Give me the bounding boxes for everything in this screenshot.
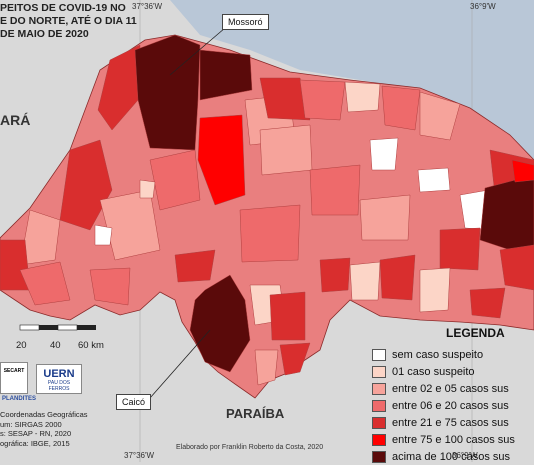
uern-logo-subtext: PAU DOS FERROS (47, 380, 71, 392)
municipality (197, 114, 246, 206)
callout-caico: Caicó (116, 394, 152, 410)
legend-swatch (372, 416, 386, 429)
municipality (259, 124, 313, 176)
credit-line: ográfica: IBGE, 2015 (0, 438, 70, 448)
legend-label: acima de 100 casos sus (392, 450, 511, 463)
municipality-caico (189, 274, 251, 373)
neighbor-state-paraiba: PARAÍBA (226, 406, 285, 421)
credit-line: um: SIRGAS 2000 (0, 419, 62, 429)
legend-item: entre 06 e 20 casos sus (372, 397, 534, 414)
leader-line-mossoro (169, 27, 226, 76)
municipality (199, 49, 253, 101)
callout-mossoro: Mossoró (222, 14, 269, 30)
municipality (499, 244, 534, 291)
title-line: E DO NORTE, ATÉ O DIA 11 (0, 15, 137, 27)
municipality (94, 224, 113, 246)
municipality (469, 287, 506, 319)
title-line: DE MAIO DE 2020 (0, 28, 89, 40)
municipality (349, 261, 381, 301)
legend-item: entre 75 e 100 casos sus (372, 431, 534, 448)
legend-swatch (372, 382, 386, 395)
municipality (359, 194, 411, 241)
secart-logo-text: SECART (3, 368, 25, 374)
legend-item: entre 21 e 75 casos sus (372, 414, 534, 431)
municipality (139, 179, 156, 199)
scale-bar (19, 324, 96, 331)
municipality (19, 261, 71, 306)
municipality (417, 167, 451, 193)
municipality (254, 349, 279, 386)
secart-logo: SECART (0, 362, 28, 394)
municipality (59, 139, 113, 231)
municipality (439, 227, 481, 271)
municipality (419, 91, 461, 141)
plandites-logo: PLANDITES (2, 396, 37, 402)
credit-line: s: SESAP - RN, 2020 (0, 429, 72, 438)
coordinate-label-top-right: 36°9'W (470, 2, 496, 11)
municipality (174, 249, 216, 283)
municipality (419, 267, 451, 313)
municipality (259, 77, 311, 121)
scale-label: 60 km (78, 340, 104, 351)
legend-swatch (372, 450, 386, 463)
municipality (309, 164, 361, 216)
scale-label: 20 (16, 340, 27, 351)
municipality (89, 267, 131, 306)
legend-label: 01 caso suspeito (392, 365, 475, 378)
coordinate-label-bottom-left: 37°36'W (124, 451, 155, 460)
author-note: Elaborado por Franklin Roberto da Costa,… (176, 444, 324, 451)
title-line: PEITOS DE COVID-19 NO (0, 2, 126, 14)
municipality (369, 137, 399, 171)
municipality (319, 257, 351, 293)
map-credits: Coordenadas Geográficas um: SIRGAS 2000 … (0, 410, 120, 448)
municipality (279, 342, 311, 376)
legend-item: entre 02 e 05 casos sus (372, 380, 534, 397)
legend-item: 01 caso suspeito (372, 363, 534, 380)
legend-item: acima de 100 casos sus (372, 448, 534, 465)
legend-swatch (372, 365, 386, 378)
neighbor-state-ceara: ARÁ (0, 112, 31, 128)
legend-swatch (372, 433, 386, 446)
municipality (379, 254, 416, 301)
municipality (299, 79, 346, 121)
legend-swatch (372, 399, 386, 412)
uern-logo-text: UERN (43, 368, 75, 380)
scale-label: 40 (50, 340, 61, 351)
legend: sem caso suspeito 01 caso suspeito entre… (372, 346, 534, 465)
legend-label: sem caso suspeito (392, 348, 484, 361)
municipality (269, 291, 306, 341)
municipality (511, 159, 534, 183)
coordinate-label-bottom-right: 36°9'W (452, 451, 478, 460)
leader-line-caico (149, 329, 211, 399)
legend-label: entre 75 e 100 casos sus (392, 433, 515, 446)
legend-label: entre 06 e 20 casos sus (392, 399, 509, 412)
municipality (381, 85, 421, 131)
coordinate-label-top-left: 37°36'W (132, 2, 163, 11)
municipality (149, 149, 201, 211)
legend-title: LEGENDA (446, 326, 505, 340)
municipality (344, 81, 381, 113)
credit-line: Coordenadas Geográficas (0, 410, 88, 419)
legend-item: sem caso suspeito (372, 346, 534, 363)
municipality (97, 44, 141, 131)
municipality (239, 204, 301, 263)
uern-logo: UERN PAU DOS FERROS (36, 364, 82, 394)
map-title: PEITOS DE COVID-19 NO E DO NORTE, ATÉ O … (0, 0, 137, 41)
legend-swatch (372, 348, 386, 361)
legend-label: entre 02 e 05 casos sus (392, 382, 509, 395)
legend-label: entre 21 e 75 casos sus (392, 416, 509, 429)
sea (170, 0, 534, 165)
